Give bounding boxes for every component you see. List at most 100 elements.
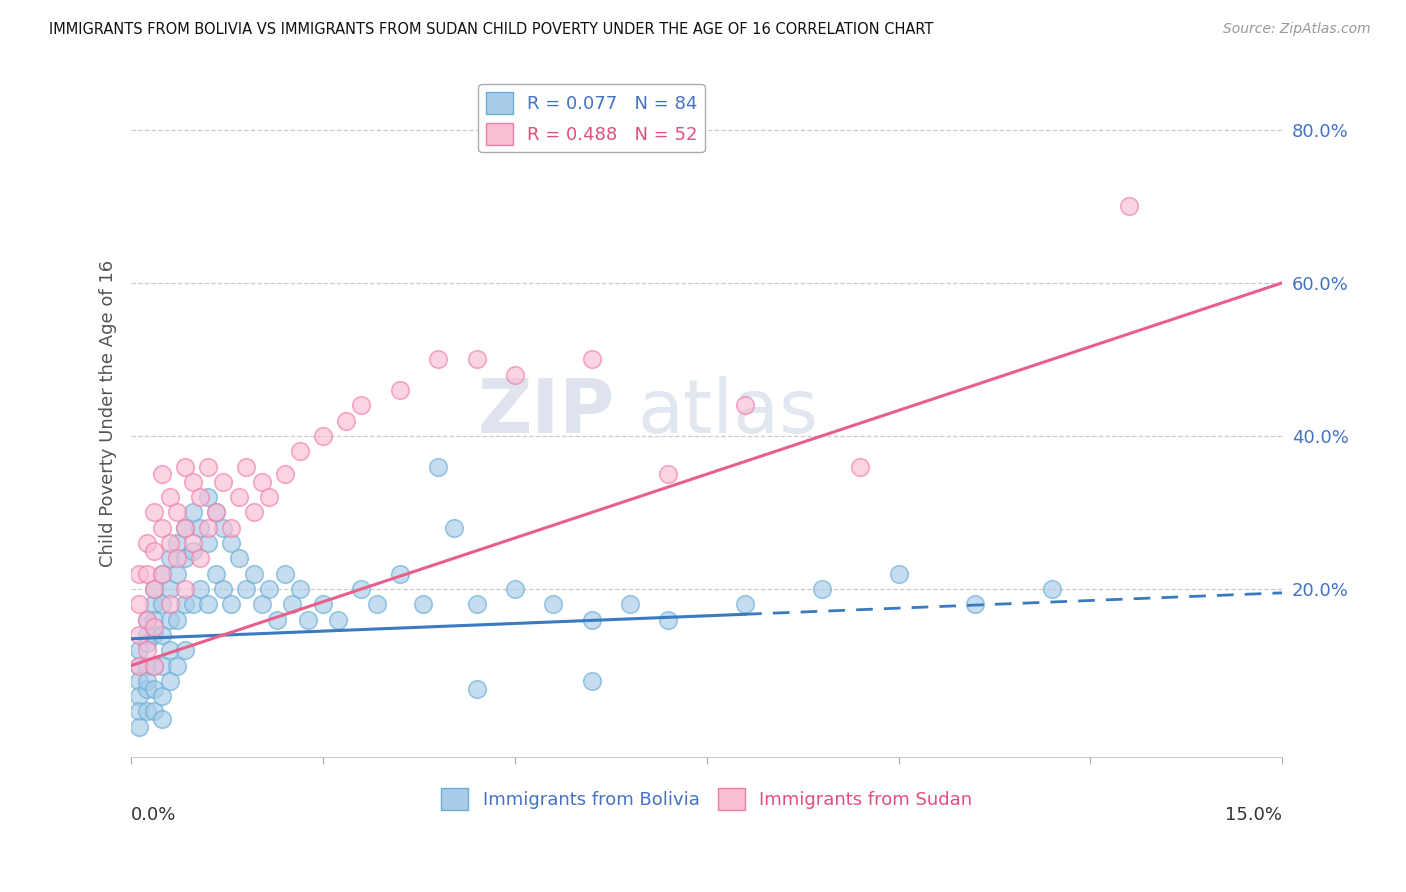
Point: [734, 597, 756, 611]
Point: [188, 490, 211, 504]
Point: [174, 459, 197, 474]
Point: [135, 613, 157, 627]
Point: [159, 597, 181, 611]
Point: [174, 521, 197, 535]
Point: [188, 582, 211, 596]
Point: [135, 673, 157, 688]
Point: [135, 613, 157, 627]
Point: [281, 597, 304, 611]
Point: [235, 459, 257, 474]
Point: [150, 566, 173, 581]
Text: 15.0%: 15.0%: [1225, 805, 1282, 823]
Point: [250, 597, 273, 611]
Point: [350, 398, 373, 412]
Point: [128, 597, 150, 611]
Point: [412, 597, 434, 611]
Point: [312, 597, 335, 611]
Point: [228, 551, 250, 566]
Point: [159, 673, 181, 688]
Point: [328, 613, 350, 627]
Point: [150, 712, 173, 726]
Point: [181, 543, 204, 558]
Point: [243, 506, 266, 520]
Point: [197, 597, 219, 611]
Point: [619, 597, 641, 611]
Point: [204, 566, 226, 581]
Point: [174, 597, 197, 611]
Point: [135, 536, 157, 550]
Point: [197, 459, 219, 474]
Point: [128, 720, 150, 734]
Point: [159, 582, 181, 596]
Point: [159, 613, 181, 627]
Point: [174, 521, 197, 535]
Point: [1118, 199, 1140, 213]
Point: [581, 673, 603, 688]
Point: [734, 398, 756, 412]
Point: [128, 628, 150, 642]
Point: [243, 566, 266, 581]
Text: IMMIGRANTS FROM BOLIVIA VS IMMIGRANTS FROM SUDAN CHILD POVERTY UNDER THE AGE OF : IMMIGRANTS FROM BOLIVIA VS IMMIGRANTS FR…: [49, 22, 934, 37]
Point: [166, 613, 188, 627]
Point: [135, 628, 157, 642]
Point: [143, 620, 166, 634]
Point: [388, 383, 411, 397]
Point: [143, 506, 166, 520]
Point: [465, 352, 488, 367]
Point: [150, 521, 173, 535]
Point: [259, 582, 281, 596]
Point: [427, 352, 450, 367]
Point: [181, 475, 204, 489]
Point: [150, 566, 173, 581]
Point: [503, 582, 526, 596]
Point: [235, 582, 257, 596]
Point: [128, 689, 150, 703]
Point: [181, 597, 204, 611]
Point: [150, 658, 173, 673]
Text: atlas: atlas: [638, 376, 818, 450]
Point: [135, 635, 157, 649]
Point: [188, 551, 211, 566]
Text: 0.0%: 0.0%: [131, 805, 177, 823]
Point: [197, 521, 219, 535]
Point: [128, 658, 150, 673]
Point: [581, 352, 603, 367]
Point: [366, 597, 388, 611]
Point: [135, 643, 157, 657]
Point: [204, 506, 226, 520]
Point: [143, 628, 166, 642]
Point: [143, 582, 166, 596]
Point: [143, 705, 166, 719]
Point: [150, 689, 173, 703]
Point: [335, 414, 357, 428]
Point: [150, 467, 173, 482]
Point: [135, 566, 157, 581]
Text: Source: ZipAtlas.com: Source: ZipAtlas.com: [1223, 22, 1371, 37]
Point: [219, 536, 242, 550]
Point: [288, 444, 311, 458]
Point: [143, 681, 166, 696]
Point: [228, 490, 250, 504]
Point: [135, 658, 157, 673]
Point: [128, 658, 150, 673]
Point: [159, 643, 181, 657]
Point: [174, 643, 197, 657]
Point: [266, 613, 288, 627]
Point: [427, 459, 450, 474]
Point: [135, 705, 157, 719]
Point: [166, 551, 188, 566]
Point: [143, 597, 166, 611]
Point: [159, 490, 181, 504]
Point: [135, 681, 157, 696]
Y-axis label: Child Poverty Under the Age of 16: Child Poverty Under the Age of 16: [100, 260, 117, 566]
Point: [197, 536, 219, 550]
Point: [273, 566, 295, 581]
Point: [143, 543, 166, 558]
Point: [143, 582, 166, 596]
Point: [150, 597, 173, 611]
Point: [128, 566, 150, 581]
Point: [657, 467, 679, 482]
Point: [849, 459, 872, 474]
Point: [350, 582, 373, 596]
Point: [204, 506, 226, 520]
